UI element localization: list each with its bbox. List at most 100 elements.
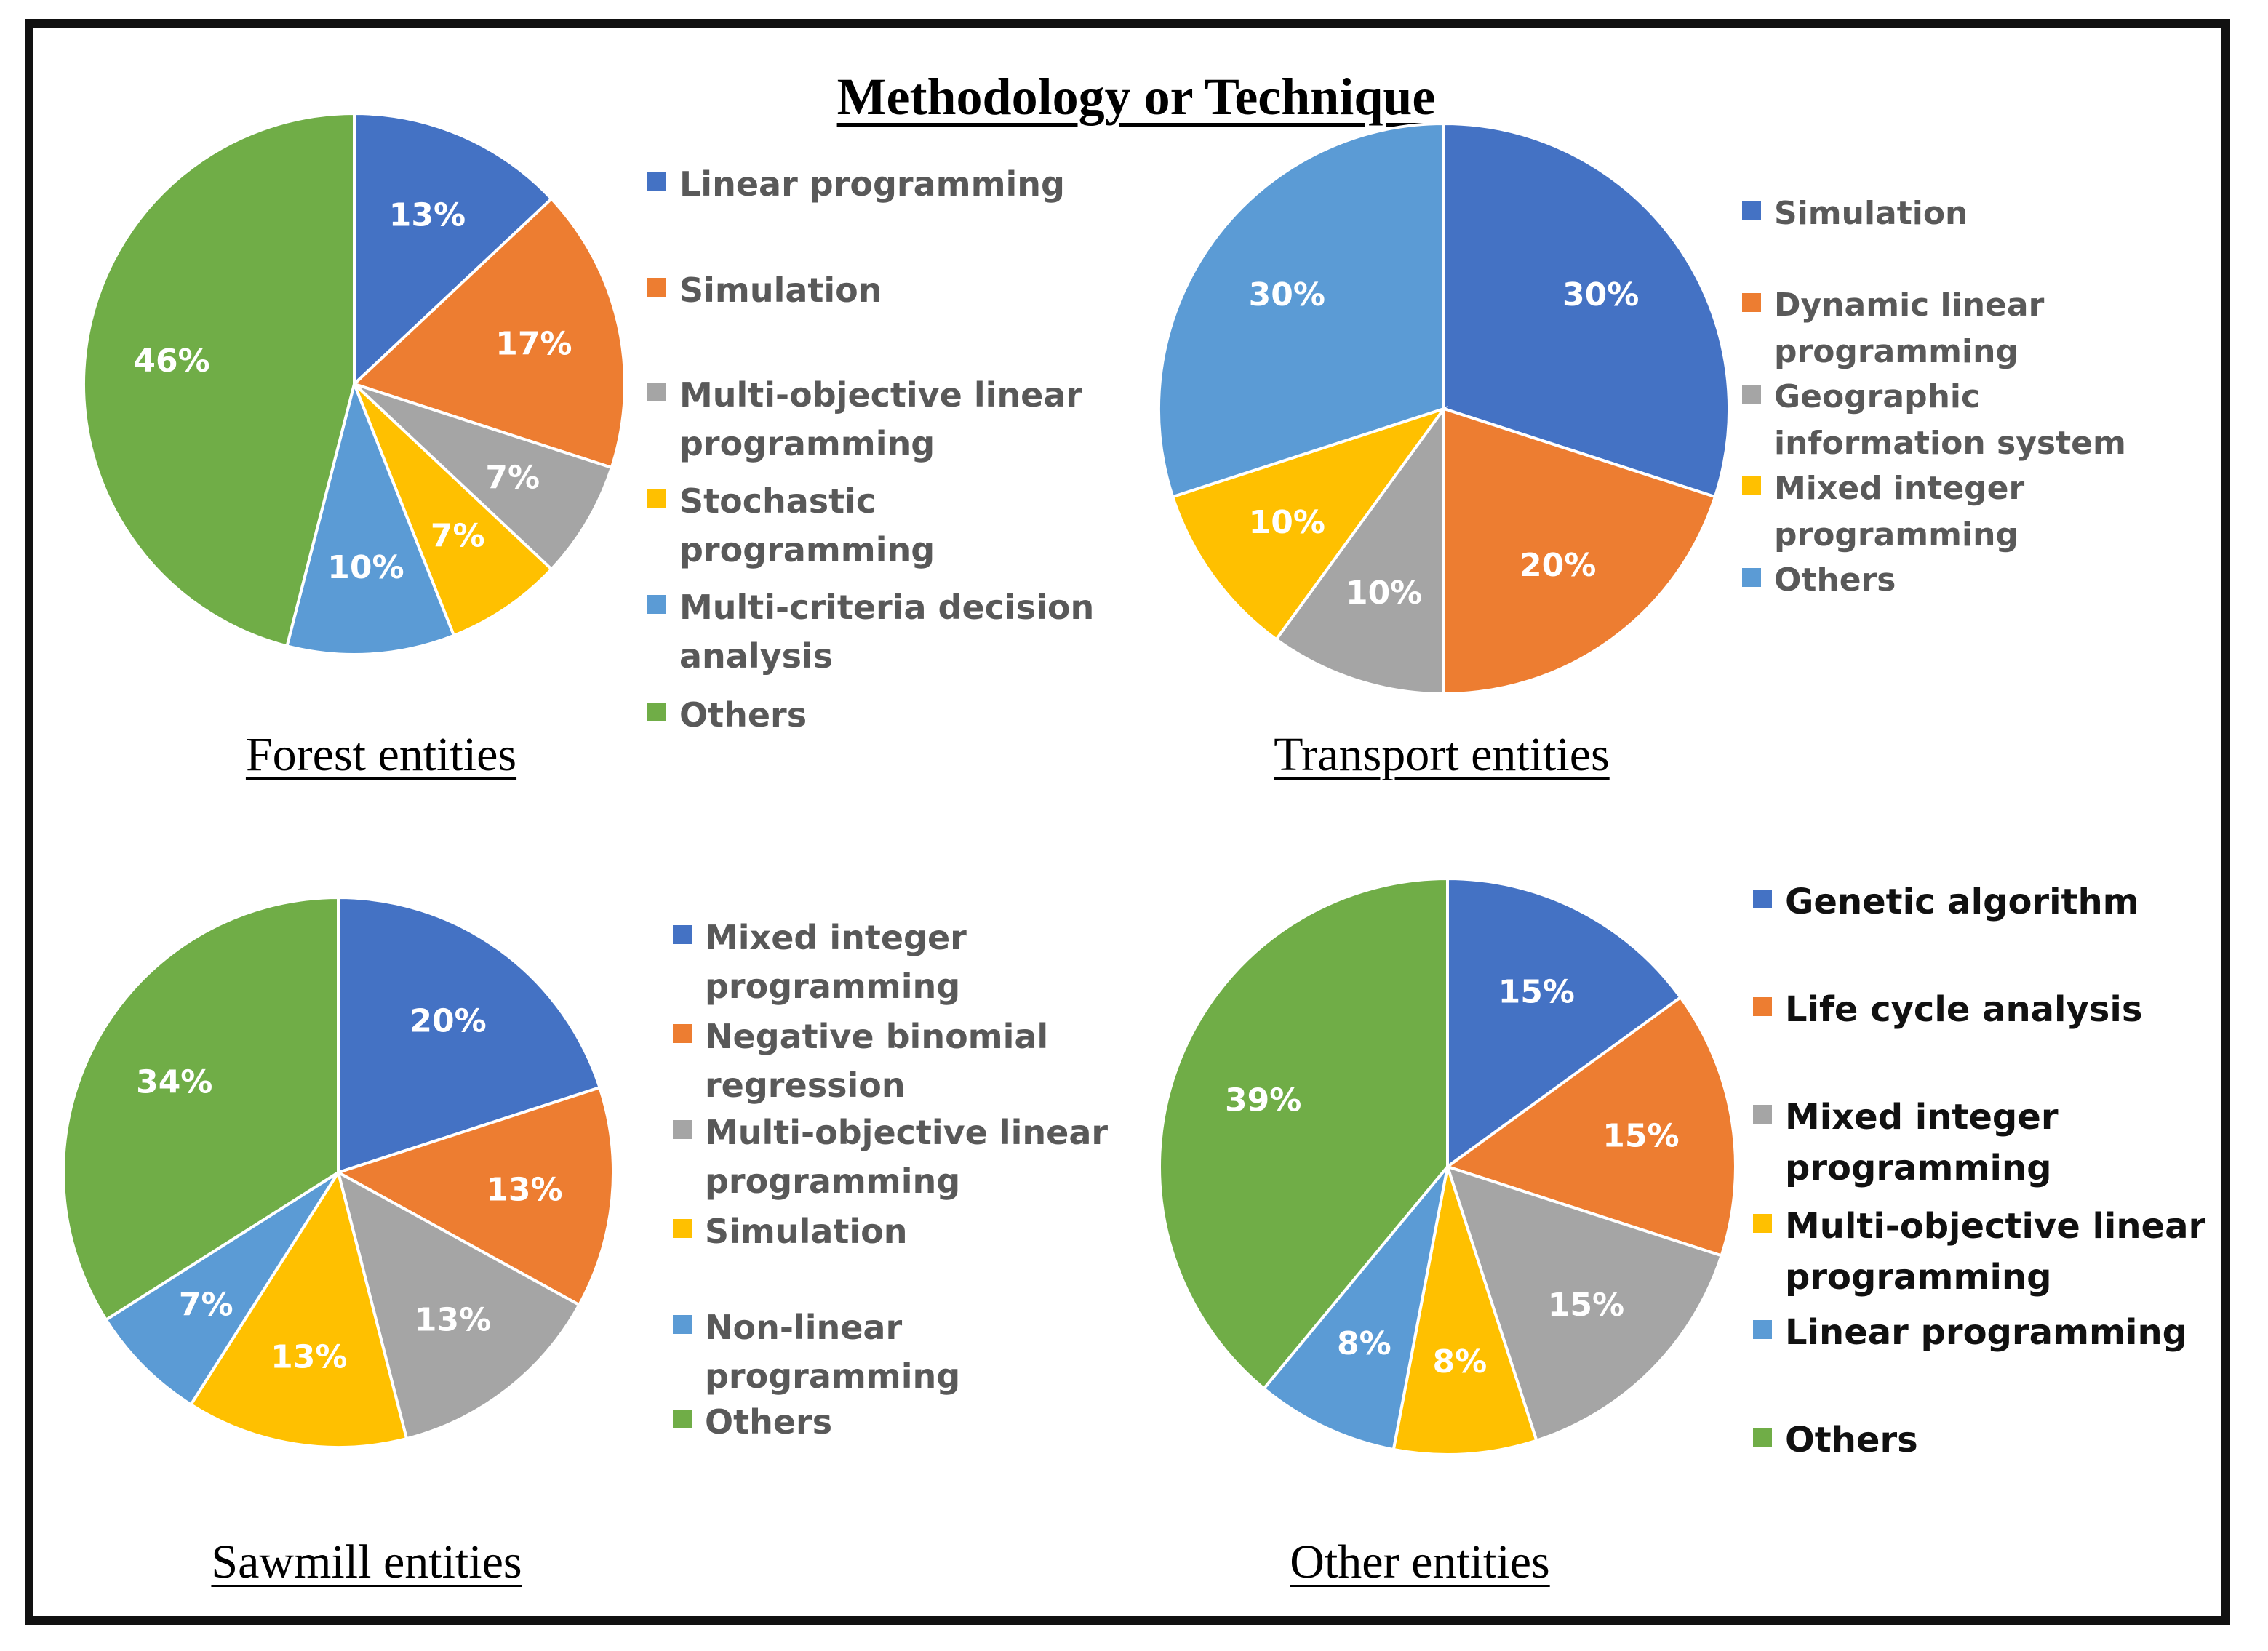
other-legend-item-others: Others [1753,1415,2219,1466]
sawmill-legend-item-simulation: Simulation [673,1207,1138,1256]
transport-slice-mixed-integer-programming [1170,406,1448,641]
transport-legend-label: Dynamic linear programming [1774,287,2045,370]
sawmill-legend-item-others: Others [673,1398,1138,1447]
transport-legend-label: Mixed integer programming [1774,470,2025,553]
other-legend-swatch [1753,890,1772,908]
forest-legend-label: Others [679,695,807,735]
transport-legend-label: Simulation [1774,195,1968,232]
forest-legend-label: Stochastic programming [679,481,935,569]
forest-legend-swatch [647,172,666,191]
other-slice-genetic-algorithm [1446,876,1683,1170]
forest-label-linear-programming: 13% [389,196,466,233]
transport-slice-others [1157,121,1445,499]
forest-legend-swatch [647,383,666,401]
forest-slice-multi-objective-linear-programming [353,383,614,572]
transport-legend-item-dynamic-linear-programming: Dynamic linear programming [1742,282,2193,375]
transport-label-mixed-integer-programming: 10% [1249,504,1325,541]
transport-label-others: 30% [1249,276,1325,313]
transport-legend-item-simulation: Simulation [1742,191,2193,237]
sawmill-legend-swatch [673,1120,692,1139]
sawmill-label-mixed-integer-programming: 20% [410,1003,486,1040]
transport-label-geographic-information-system: 10% [1346,575,1422,612]
sawmill-legend-swatch [673,1024,692,1043]
sawmill-legend-item-mixed-integer-programming: Mixed integer programming [673,914,1138,1010]
sawmill-slice-mixed-integer-programming [337,895,602,1175]
other-label-genetic-algorithm: 15% [1498,974,1575,1011]
sawmill-slice-simulation [188,1169,409,1449]
sawmill-slice-negative-binomial-regression [334,1085,615,1307]
forest-slice-simulation [351,196,626,470]
other-legend-item-multi-objective-linear-programming: Multi-objective linear programming [1753,1202,2219,1303]
sawmill-legend-swatch [673,925,692,944]
sawmill-label-non-linear-programming: 7% [179,1286,233,1323]
other-legend-item-mixed-integer-programming: Mixed integer programming [1753,1092,2219,1194]
sawmill-legend-item-multi-objective-linear-programming: Multi-objective linear programming [673,1108,1138,1205]
other-legend-label: Others [1785,1420,1918,1460]
sawmill-legend-label: Multi-objective linear programming [705,1113,1109,1201]
transport-legend-swatch [1742,476,1761,495]
sawmill-slice-others [62,895,340,1322]
forest-legend-item-simulation: Simulation [647,266,1113,315]
forest-label-others: 46% [133,343,209,380]
other-slice-life-cycle-analysis [1444,995,1737,1258]
forest-slice-stochastic-programming [353,383,554,638]
other-label-linear-programming: 8% [1337,1325,1391,1362]
other-legend-item-genetic-algorithm: Genetic algorithm [1753,877,2219,928]
transport-legend-label: Others [1774,561,1896,599]
forest-legend-swatch [647,489,666,508]
other-legend-swatch [1753,1320,1772,1339]
transport-legend-swatch [1742,568,1761,587]
other-slice-linear-programming [1261,1165,1449,1452]
sawmill-legend-item-negative-binomial-regression: Negative binomial regression [673,1012,1138,1109]
sawmill-label-multi-objective-linear-programming: 13% [415,1302,491,1339]
other-legend-item-linear-programming: Linear programming [1753,1308,2219,1359]
transport-legend-item-others: Others [1742,557,2193,604]
forest-legend-swatch [647,595,666,614]
other-label-life-cycle-analysis: 15% [1602,1117,1679,1154]
transport-legend-label: Geographic information system [1774,378,2126,462]
sawmill-legend-label: Others [705,1402,833,1442]
forest-legend-swatch [647,278,666,297]
other-slice-others [1158,876,1449,1391]
other-legend-label: Linear programming [1785,1312,2187,1353]
other-slice-mixed-integer-programming [1445,1164,1724,1443]
other-legend-item-life-cycle-analysis: Life cycle analysis [1753,985,2219,1036]
forest-legend-item-multi-objective-linear-programming: Multi-objective linear programming [647,371,1113,468]
sawmill-legend-item-non-linear-programming: Non-linear programming [673,1303,1138,1400]
other-legend-swatch [1753,1214,1772,1233]
other-label-others: 39% [1225,1082,1301,1119]
transport-legend-swatch [1742,385,1761,404]
other-legend-swatch [1753,997,1772,1016]
sawmill-label-simulation: 13% [271,1338,347,1375]
transport-legend-item-mixed-integer-programming: Mixed integer programming [1742,465,2193,559]
forest-legend-label: Linear programming [679,164,1065,204]
other-caption: Other entities [1290,1535,1550,1588]
transport-legend-swatch [1742,201,1761,220]
forest-caption: Forest entities [245,728,517,781]
sawmill-legend-swatch [673,1219,692,1238]
forest-legend-label: Multi-objective linear programming [679,375,1083,463]
other-legend-label: Mixed integer programming [1785,1097,2059,1188]
sawmill-legend-label: Non-linear programming [705,1308,961,1396]
other-label-multi-objective-linear-programming: 8% [1433,1343,1488,1380]
sawmill-slice-non-linear-programming [104,1171,340,1407]
other-legend-label: Genetic algorithm [1785,882,2139,922]
transport-legend-item-geographic-information-system: Geographic information system [1742,374,2193,467]
transport-slice-geographic-information-system [1274,404,1445,696]
forest-slice-linear-programming [353,111,554,388]
sawmill-legend-label: Mixed integer programming [705,918,967,1006]
sawmill-label-others: 34% [136,1064,212,1101]
forest-slice-multi-criteria-decision-analysis [285,379,456,656]
transport-slice-dynamic-linear-programming [1442,407,1717,696]
other-slice-multi-objective-linear-programming [1391,1166,1538,1456]
other-label-mixed-integer-programming: 15% [1548,1287,1624,1324]
forest-label-simulation: 17% [495,325,572,362]
sawmill-label-negative-binomial-regression: 13% [486,1172,562,1209]
other-legend-swatch [1753,1105,1772,1124]
transport-caption: Transport entities [1274,728,1610,781]
forest-legend-label: Multi-criteria decision analysis [679,588,1095,676]
sawmill-slice-multi-objective-linear-programming [335,1170,581,1441]
figure-title: Methodology or Technique [836,68,1436,126]
forest-legend-label: Simulation [679,271,882,310]
